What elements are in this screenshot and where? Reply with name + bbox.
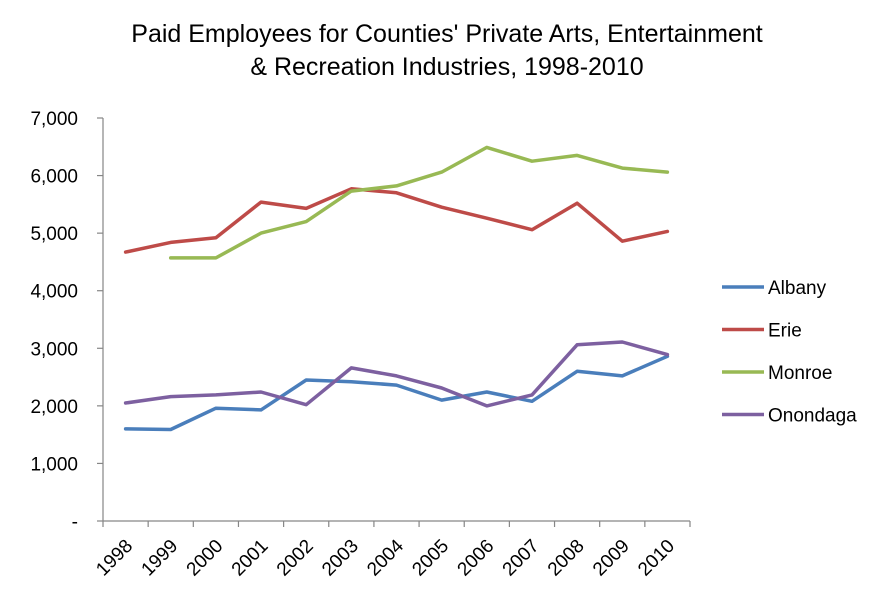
y-tick-label: 7,000 xyxy=(30,109,78,130)
x-tick-label: 1998 xyxy=(92,536,137,581)
x-tick-label: 2010 xyxy=(634,536,679,581)
x-axis-ticks: 1998 1999 2000 2001 2002 2003 2004 2005 2006 2007… xyxy=(92,521,691,581)
legend-label-erie: Erie xyxy=(768,321,802,342)
chart-title-line-1: Paid Employees for Counties' Private Art… xyxy=(131,20,763,48)
y-tick-label: 3,000 xyxy=(30,339,78,360)
legend-label-monroe: Monroe xyxy=(768,363,832,384)
series-line-albany xyxy=(123,354,670,432)
y-tick-label: 2,000 xyxy=(30,397,78,418)
axes xyxy=(102,118,690,522)
series-line-erie xyxy=(123,187,670,254)
y-tick-label: 6,000 xyxy=(30,167,78,188)
legend-label-onondaga: Onondaga xyxy=(768,406,857,427)
legend: Albany Erie Monroe Onondaga xyxy=(722,278,857,427)
chart-title-line-2: & Recreation Industries, 1998-2010 xyxy=(250,53,644,81)
series-line-monroe xyxy=(168,145,670,260)
x-tick-label: 1999 xyxy=(138,536,183,581)
series-line-onondaga xyxy=(123,340,670,408)
y-axis-ticks: - 1,000 2,000 3,000 4,000 5,000 6,000 7,000 xyxy=(30,109,103,533)
x-tick-label: 2007 xyxy=(499,536,544,581)
legend-label-albany: Albany xyxy=(768,278,827,299)
series-lines xyxy=(123,145,670,432)
x-tick-label: 2004 xyxy=(363,535,408,580)
x-tick-label: 2009 xyxy=(589,536,634,581)
x-tick-label: 2003 xyxy=(318,536,363,581)
chart-title: Paid Employees for Counties' Private Art… xyxy=(0,18,894,84)
x-tick-label: 2000 xyxy=(183,536,228,581)
y-tick-label: - xyxy=(72,512,78,533)
x-tick-label: 2005 xyxy=(408,536,453,581)
x-tick-label: 2002 xyxy=(273,536,318,581)
x-tick-label: 2001 xyxy=(228,536,273,581)
x-tick-label: 2008 xyxy=(544,536,589,581)
x-tick-label: 2006 xyxy=(454,536,499,581)
y-tick-label: 5,000 xyxy=(30,224,78,245)
y-tick-label: 1,000 xyxy=(30,454,78,475)
y-tick-label: 4,000 xyxy=(30,282,78,303)
